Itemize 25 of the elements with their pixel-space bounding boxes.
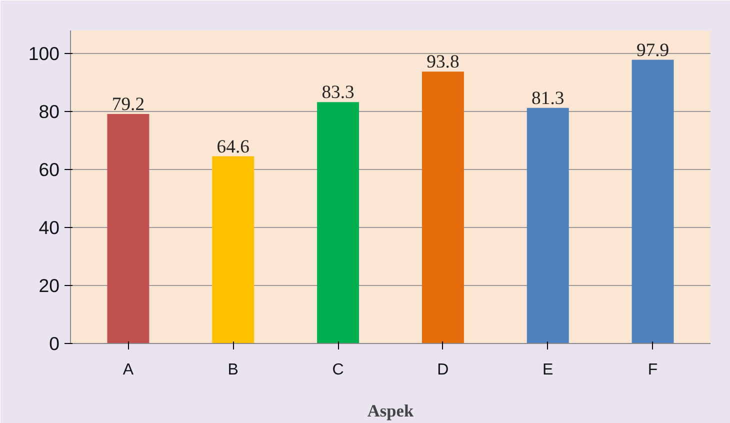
x-tick-label: C [332,362,344,378]
x-tick-label: D [437,362,449,378]
x-tick-label: F [648,362,658,378]
data-label: 79.2 [112,94,145,115]
y-tick-label: 0 [49,333,60,354]
bar [107,114,150,344]
y-tick-label: 40 [38,217,60,238]
x-tick-label: B [228,362,238,378]
bar [632,60,674,344]
data-label: 97.9 [636,40,670,61]
data-label: 93.8 [426,52,460,73]
bar [212,156,254,344]
data-label: 81.3 [532,88,564,109]
y-tick-label: 20 [38,275,60,296]
x-axis-title: Aspek [367,402,414,420]
bar [526,108,569,344]
y-tick-label: 60 [38,159,60,180]
data-label: 64.6 [216,136,250,158]
x-tick-label: E [542,362,554,378]
y-tick-label: 100 [28,43,60,64]
bar [317,102,360,344]
bar [422,72,464,344]
x-tick-label: A [122,362,134,378]
data-label: 83.3 [322,82,354,104]
y-tick-label: 80 [38,101,60,122]
